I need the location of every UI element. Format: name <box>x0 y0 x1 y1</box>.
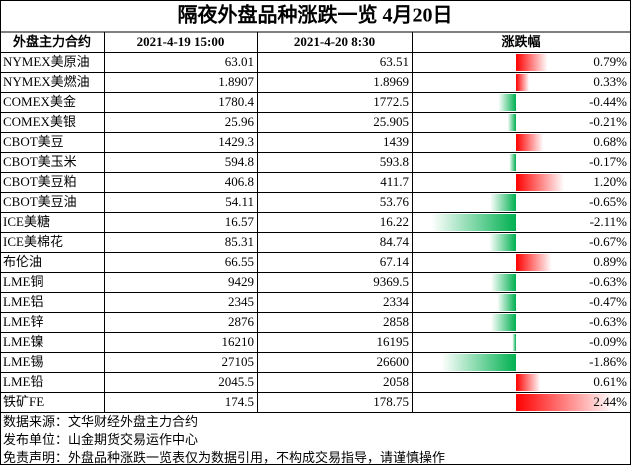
footer-line: 免责声明：外盘品种涨跌一览表仅为数据引用，不构成交易指导，请谨慎操作 <box>3 450 445 465</box>
name-cell: LME铝 <box>3 294 43 309</box>
change-cell: -0.65% <box>589 194 627 209</box>
change-cell: -0.63% <box>589 274 627 289</box>
price-cell: 593.8 <box>380 154 409 169</box>
price-cell: 174.5 <box>225 394 254 409</box>
change-bar <box>497 294 516 311</box>
change-bar <box>516 374 541 391</box>
change-bar <box>507 114 516 131</box>
change-bar <box>490 314 516 331</box>
name-cell: NYMEX美燃油 <box>3 74 90 89</box>
name-cell: LME锌 <box>3 314 43 329</box>
price-cell: 2345 <box>228 294 254 309</box>
price-cell: 27105 <box>222 354 255 369</box>
header-cell: 2021-4-20 8:30 <box>294 34 375 49</box>
name-cell: CBOT美豆油 <box>3 194 77 209</box>
header-cell: 涨跌幅 <box>500 34 540 49</box>
change-bar <box>490 194 516 211</box>
change-cell: -2.11% <box>590 214 628 229</box>
price-cell: 1429.3 <box>218 134 254 149</box>
change-cell: -0.67% <box>589 234 627 249</box>
name-cell: COMEX美金 <box>3 94 76 109</box>
price-cell: 66.55 <box>225 254 254 269</box>
change-bar <box>509 154 516 171</box>
price-cell: 54.11 <box>225 194 254 209</box>
change-bar <box>516 394 614 411</box>
price-cell: 63.51 <box>380 54 409 69</box>
price-cell: 67.14 <box>380 254 410 269</box>
price-cell: 16195 <box>377 334 410 349</box>
name-cell: ICE美糖 <box>3 214 50 229</box>
change-cell: 0.68% <box>593 134 627 149</box>
name-cell: 铁矿FE <box>3 394 44 409</box>
change-cell: 1.20% <box>593 174 627 189</box>
header-cell: 2021-4-19 15:00 <box>137 34 225 49</box>
price-cell: 2876 <box>228 314 255 329</box>
change-cell: -0.09% <box>589 334 627 349</box>
change-bar <box>489 234 516 251</box>
price-cell: 26600 <box>377 354 410 369</box>
price-cell: 25.96 <box>225 114 255 129</box>
price-cell: 411.7 <box>380 174 409 189</box>
price-cell: 16.22 <box>380 214 409 229</box>
price-cell: 178.75 <box>373 394 409 409</box>
price-cell: 1.8907 <box>218 74 254 89</box>
change-cell: -0.63% <box>589 314 627 329</box>
header-cell: 外盘主力合约 <box>12 34 91 49</box>
price-cell: 9369.5 <box>373 274 409 289</box>
price-cell: 1772.5 <box>373 94 409 109</box>
price-cell: 2858 <box>383 314 409 329</box>
name-cell: CBOT美玉米 <box>3 154 77 169</box>
price-cell: 16.57 <box>225 214 255 229</box>
name-cell: CBOT美豆 <box>3 134 64 149</box>
price-cell: 85.31 <box>225 234 254 249</box>
price-cell: 2058 <box>383 374 409 389</box>
footer-line: 发布单位：山金期货交易运作中心 <box>3 432 198 447</box>
change-bar <box>512 334 516 351</box>
name-cell: LME锡 <box>3 354 43 369</box>
name-cell: LME铜 <box>3 274 43 289</box>
change-cell: -0.17% <box>589 154 627 169</box>
name-cell: LME铅 <box>3 374 43 389</box>
name-cell: CBOT美豆粕 <box>3 174 77 189</box>
change-bar <box>441 354 516 371</box>
name-cell: 布伦油 <box>3 254 42 269</box>
change-cell: 2.44% <box>593 394 627 409</box>
name-cell: LME镍 <box>3 334 43 349</box>
change-bar <box>516 54 548 71</box>
change-cell: -0.21% <box>589 114 627 129</box>
change-bar <box>431 214 516 231</box>
change-cell: 0.33% <box>593 74 627 89</box>
change-bar <box>516 74 530 91</box>
change-bar <box>490 274 516 291</box>
name-cell: COMEX美银 <box>3 114 76 129</box>
change-cell: -0.44% <box>589 94 627 109</box>
price-cell: 16210 <box>222 334 255 349</box>
title: 隔夜外盘品种涨跌一览 4月20日 <box>178 3 453 27</box>
change-bar <box>516 174 564 191</box>
change-cell: -1.86% <box>589 354 627 369</box>
price-cell: 1780.4 <box>218 94 254 109</box>
price-cell: 1439 <box>383 134 409 149</box>
price-cell: 2045.5 <box>218 374 254 389</box>
name-cell: ICE美棉花 <box>3 234 63 249</box>
price-cell: 1.8969 <box>373 74 409 89</box>
price-cell: 2334 <box>383 294 410 309</box>
change-cell: 0.89% <box>593 254 627 269</box>
price-cell: 63.01 <box>225 54 254 69</box>
footer-line: 数据来源：文华财经外盘主力合约 <box>3 414 198 429</box>
change-cell: -0.47% <box>589 294 627 309</box>
name-cell: NYMEX美原油 <box>3 54 90 69</box>
change-cell: 0.79% <box>593 54 627 69</box>
change-bar <box>516 134 544 151</box>
change-cell: 0.61% <box>593 374 627 389</box>
price-cell: 25.905 <box>373 114 409 129</box>
price-cell: 406.8 <box>225 174 254 189</box>
price-cell: 9429 <box>228 274 254 289</box>
price-cell: 594.8 <box>225 154 254 169</box>
change-bar <box>516 254 552 271</box>
price-cell: 84.74 <box>380 234 410 249</box>
price-cell: 53.76 <box>380 194 410 209</box>
change-bar <box>498 94 516 111</box>
